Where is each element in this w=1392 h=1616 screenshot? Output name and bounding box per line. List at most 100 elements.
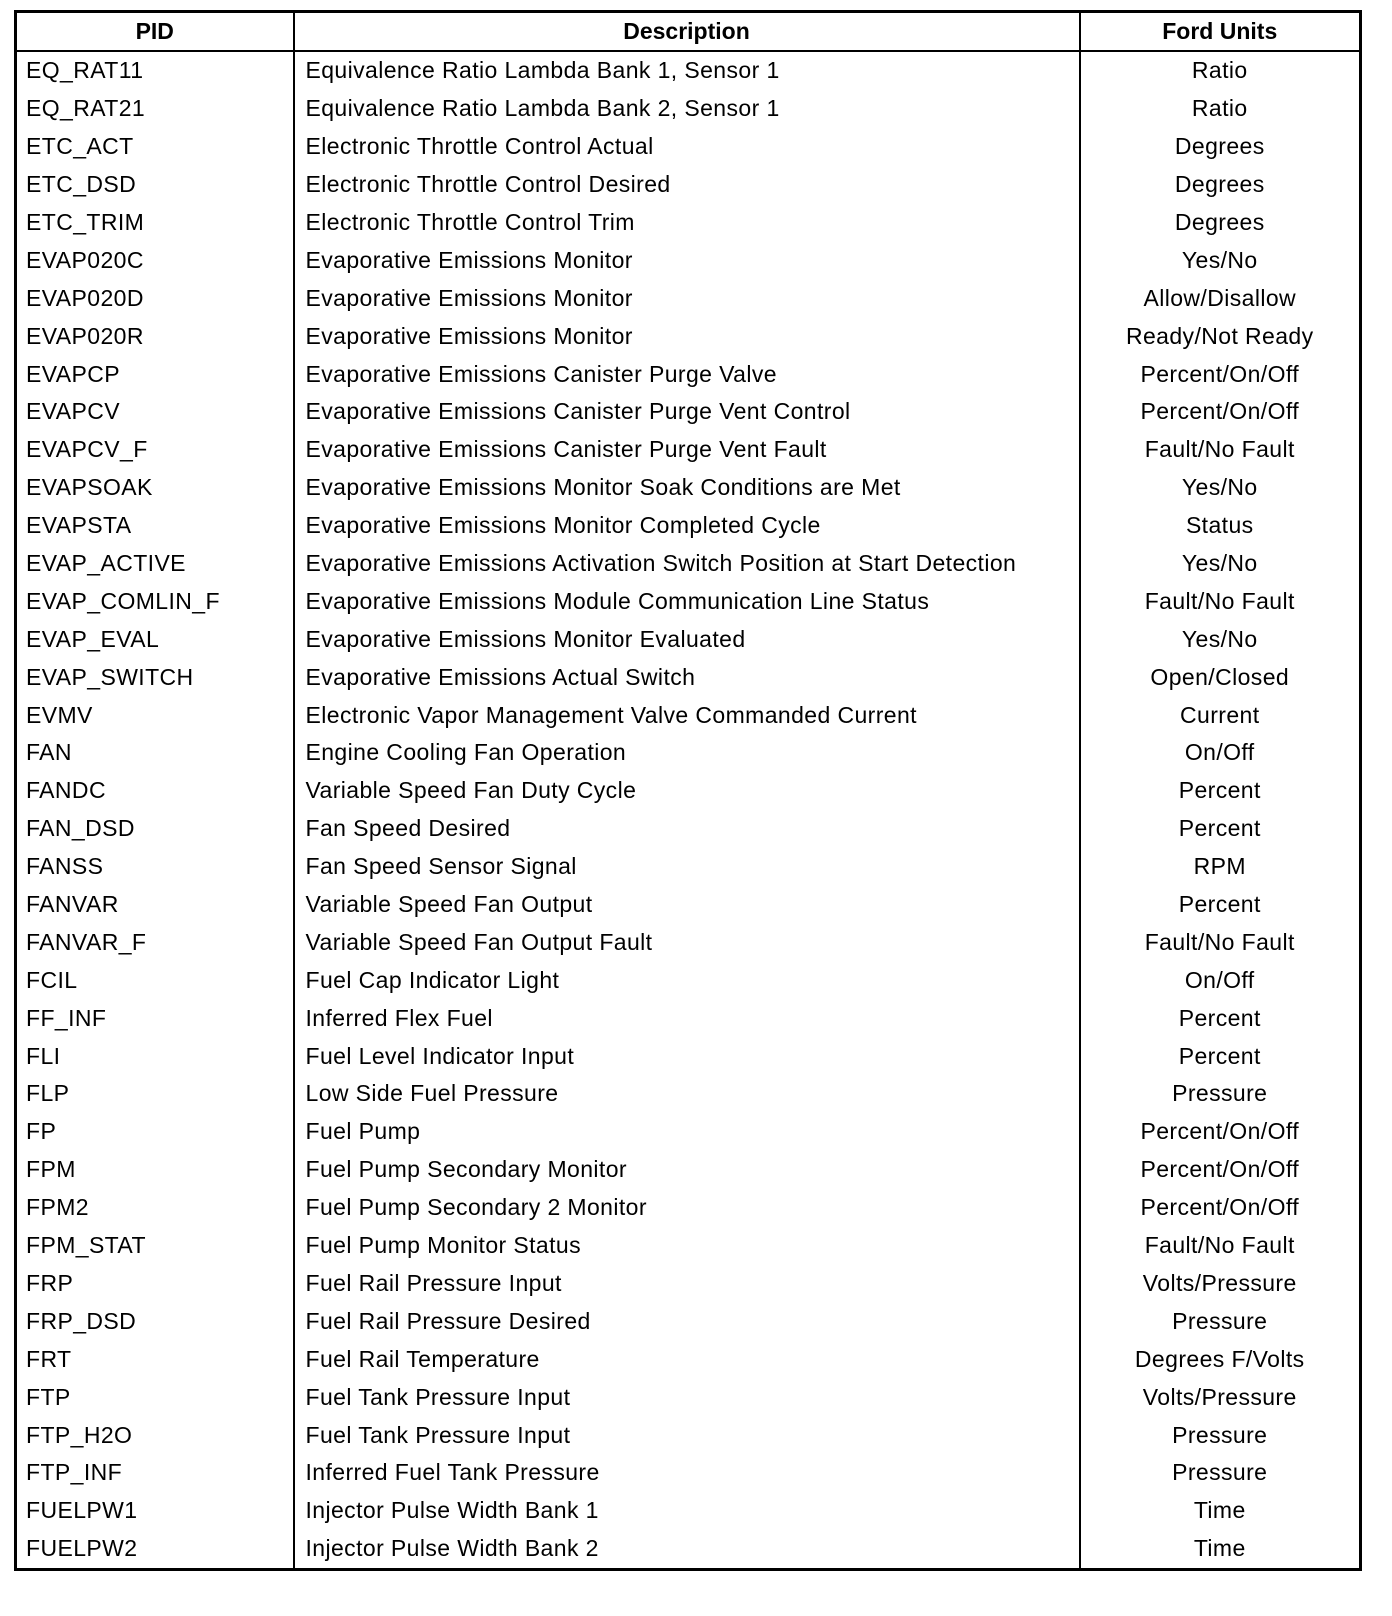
header-row: PID Description Ford Units (14, 10, 1362, 52)
pid-cell: EVAPSTA (14, 506, 295, 545)
table-row: ETC_TRIM Electronic Throttle Control Trim… (14, 203, 1362, 242)
table-row: ETC_DSD Electronic Throttle Control Desir… (14, 165, 1362, 204)
table-row: FUELPW2 Injector Pulse Width Bank 2 Time (14, 1529, 1362, 1570)
pid-cell: EVAP_COMLIN_F (14, 582, 295, 621)
pid-cell: EVAP020R (14, 317, 295, 356)
pid-cell: FLI (14, 1037, 295, 1076)
pid-cell: EVAPCP (14, 355, 295, 394)
units-cell: Pressure (1078, 1075, 1362, 1113)
table-row: EVAPCV_F Evaporative Emissions Canister P… (14, 430, 1362, 469)
description-cell: Fuel Cap Indicator Light (292, 961, 1081, 1000)
table-row: FLI Fuel Level Indicator Input Percent (14, 1037, 1362, 1076)
table-row: FLP Low Side Fuel Pressure Pressure (14, 1075, 1362, 1113)
units-cell: Volts/Pressure (1078, 1264, 1362, 1303)
table-row: FRP Fuel Rail Pressure Input Volts/Pressur… (14, 1264, 1362, 1303)
table-row: EVAP_EVAL Evaporative Emissions Monitor E… (14, 620, 1362, 659)
description-cell: Evaporative Emissions Monitor (292, 317, 1081, 356)
units-cell: Degrees (1078, 127, 1362, 166)
description-cell: Evaporative Emissions Monitor (292, 279, 1081, 318)
description-cell: Evaporative Emissions Monitor (292, 241, 1081, 280)
pid-cell: FTP_INF (14, 1453, 295, 1492)
units-cell: Status (1078, 506, 1362, 545)
units-cell: Pressure (1078, 1416, 1362, 1454)
table-row: FTP_INF Inferred Fuel Tank Pressure Pressu… (14, 1453, 1362, 1492)
table-row: FP Fuel Pump Percent/On/Off (14, 1112, 1362, 1151)
table-row: EVAPSOAK Evaporative Emissions Monitor So… (14, 468, 1362, 507)
units-cell: Current (1078, 696, 1362, 735)
units-cell: Percent (1078, 999, 1362, 1038)
table-row: FRP_DSD Fuel Rail Pressure Desired Pressur… (14, 1302, 1362, 1341)
description-cell: Low Side Fuel Pressure (292, 1075, 1081, 1113)
pid-cell: FUELPW1 (14, 1491, 295, 1530)
pid-cell: FLP (14, 1075, 295, 1113)
description-cell: Evaporative Emissions Monitor Evaluated (292, 620, 1081, 659)
pid-cell: EVAP_SWITCH (14, 658, 295, 697)
table-row: FTP_H2O Fuel Tank Pressure Input Pressure (14, 1416, 1362, 1454)
description-cell: Injector Pulse Width Bank 1 (292, 1491, 1081, 1530)
table-row: FPM Fuel Pump Secondary Monitor Percent/On… (14, 1150, 1362, 1189)
units-cell: Fault/No Fault (1078, 1226, 1362, 1265)
description-cell: Variable Speed Fan Output (292, 885, 1081, 924)
table-row: EVAP020D Evaporative Emissions Monitor All… (14, 279, 1362, 318)
units-cell: Volts/Pressure (1078, 1378, 1362, 1417)
units-cell: Degrees (1078, 165, 1362, 204)
units-cell: On/Off (1078, 734, 1362, 772)
table-row: EVAPCP Evaporative Emissions Canister Pur… (14, 355, 1362, 394)
units-cell: Yes/No (1078, 468, 1362, 507)
description-cell: Injector Pulse Width Bank 2 (292, 1529, 1081, 1570)
table-row: FTP Fuel Tank Pressure Input Volts/Pressur… (14, 1378, 1362, 1417)
table-row: FPM_STAT Fuel Pump Monitor Status Fault/No… (14, 1226, 1362, 1265)
units-cell: Open/Closed (1078, 658, 1362, 697)
description-cell: Fan Speed Sensor Signal (292, 847, 1081, 886)
description-cell: Fuel Pump Monitor Status (292, 1226, 1081, 1265)
units-cell: Percent/On/Off (1078, 1188, 1362, 1227)
pid-cell: EVAPSOAK (14, 468, 295, 507)
table-row: FF_INF Inferred Flex Fuel Percent (14, 999, 1362, 1038)
description-cell: Electronic Vapor Management Valve Comman… (292, 696, 1081, 735)
description-cell: Fuel Pump (292, 1112, 1081, 1151)
description-cell: Fuel Rail Temperature (292, 1340, 1081, 1379)
units-cell: Fault/No Fault (1078, 923, 1362, 962)
table-row: FUELPW1 Injector Pulse Width Bank 1 Time (14, 1491, 1362, 1530)
description-cell: Evaporative Emissions Canister Purge Val… (292, 355, 1081, 394)
description-cell: Equivalence Ratio Lambda Bank 2, Sensor … (292, 89, 1081, 128)
units-cell: Fault/No Fault (1078, 430, 1362, 469)
description-cell: Variable Speed Fan Output Fault (292, 923, 1081, 962)
description-cell: Fuel Tank Pressure Input (292, 1378, 1081, 1417)
units-cell: Percent (1078, 885, 1362, 924)
description-cell: Fuel Level Indicator Input (292, 1037, 1081, 1076)
pid-cell: FTP_H2O (14, 1416, 295, 1454)
units-cell: Percent/On/Off (1078, 355, 1362, 394)
units-cell: Yes/No (1078, 544, 1362, 583)
description-cell: Fuel Pump Secondary Monitor (292, 1150, 1081, 1189)
table-row: EQ_RAT21 Equivalence Ratio Lambda Bank 2,… (14, 89, 1362, 128)
pid-cell: EVAP_EVAL (14, 620, 295, 659)
description-cell: Engine Cooling Fan Operation (292, 734, 1081, 772)
table-row: EVAPCV Evaporative Emissions Canister Pur… (14, 393, 1362, 431)
pid-cell: FTP (14, 1378, 295, 1417)
pid-cell: ETC_TRIM (14, 203, 295, 242)
table-row: ETC_ACT Electronic Throttle Control Actua… (14, 127, 1362, 166)
description-cell: Fuel Tank Pressure Input (292, 1416, 1081, 1454)
pid-cell: ETC_ACT (14, 127, 295, 166)
pid-cell: FP (14, 1112, 295, 1151)
table-row: FAN_DSD Fan Speed Desired Percent (14, 809, 1362, 848)
pid-cell: FAN (14, 734, 295, 772)
pid-cell: FANSS (14, 847, 295, 886)
pid-cell: FF_INF (14, 999, 295, 1038)
description-cell: Evaporative Emissions Canister Purge Ven… (292, 430, 1081, 469)
units-cell: Fault/No Fault (1078, 582, 1362, 621)
description-cell: Inferred Flex Fuel (292, 999, 1081, 1038)
description-cell: Electronic Throttle Control Trim (292, 203, 1081, 242)
header-pid: PID (14, 10, 295, 52)
table-row: FAN Engine Cooling Fan Operation On/Off (14, 734, 1362, 772)
units-cell: Time (1078, 1491, 1362, 1530)
description-cell: Evaporative Emissions Canister Purge Ven… (292, 393, 1081, 431)
pid-cell: FPM (14, 1150, 295, 1189)
units-cell: Degrees F/Volts (1078, 1340, 1362, 1379)
table-row: EVAPSTA Evaporative Emissions Monitor Com… (14, 506, 1362, 545)
pid-cell: EVMV (14, 696, 295, 735)
description-cell: Evaporative Emissions Actual Switch (292, 658, 1081, 697)
pid-cell: FCIL (14, 961, 295, 1000)
description-cell: Variable Speed Fan Duty Cycle (292, 771, 1081, 810)
